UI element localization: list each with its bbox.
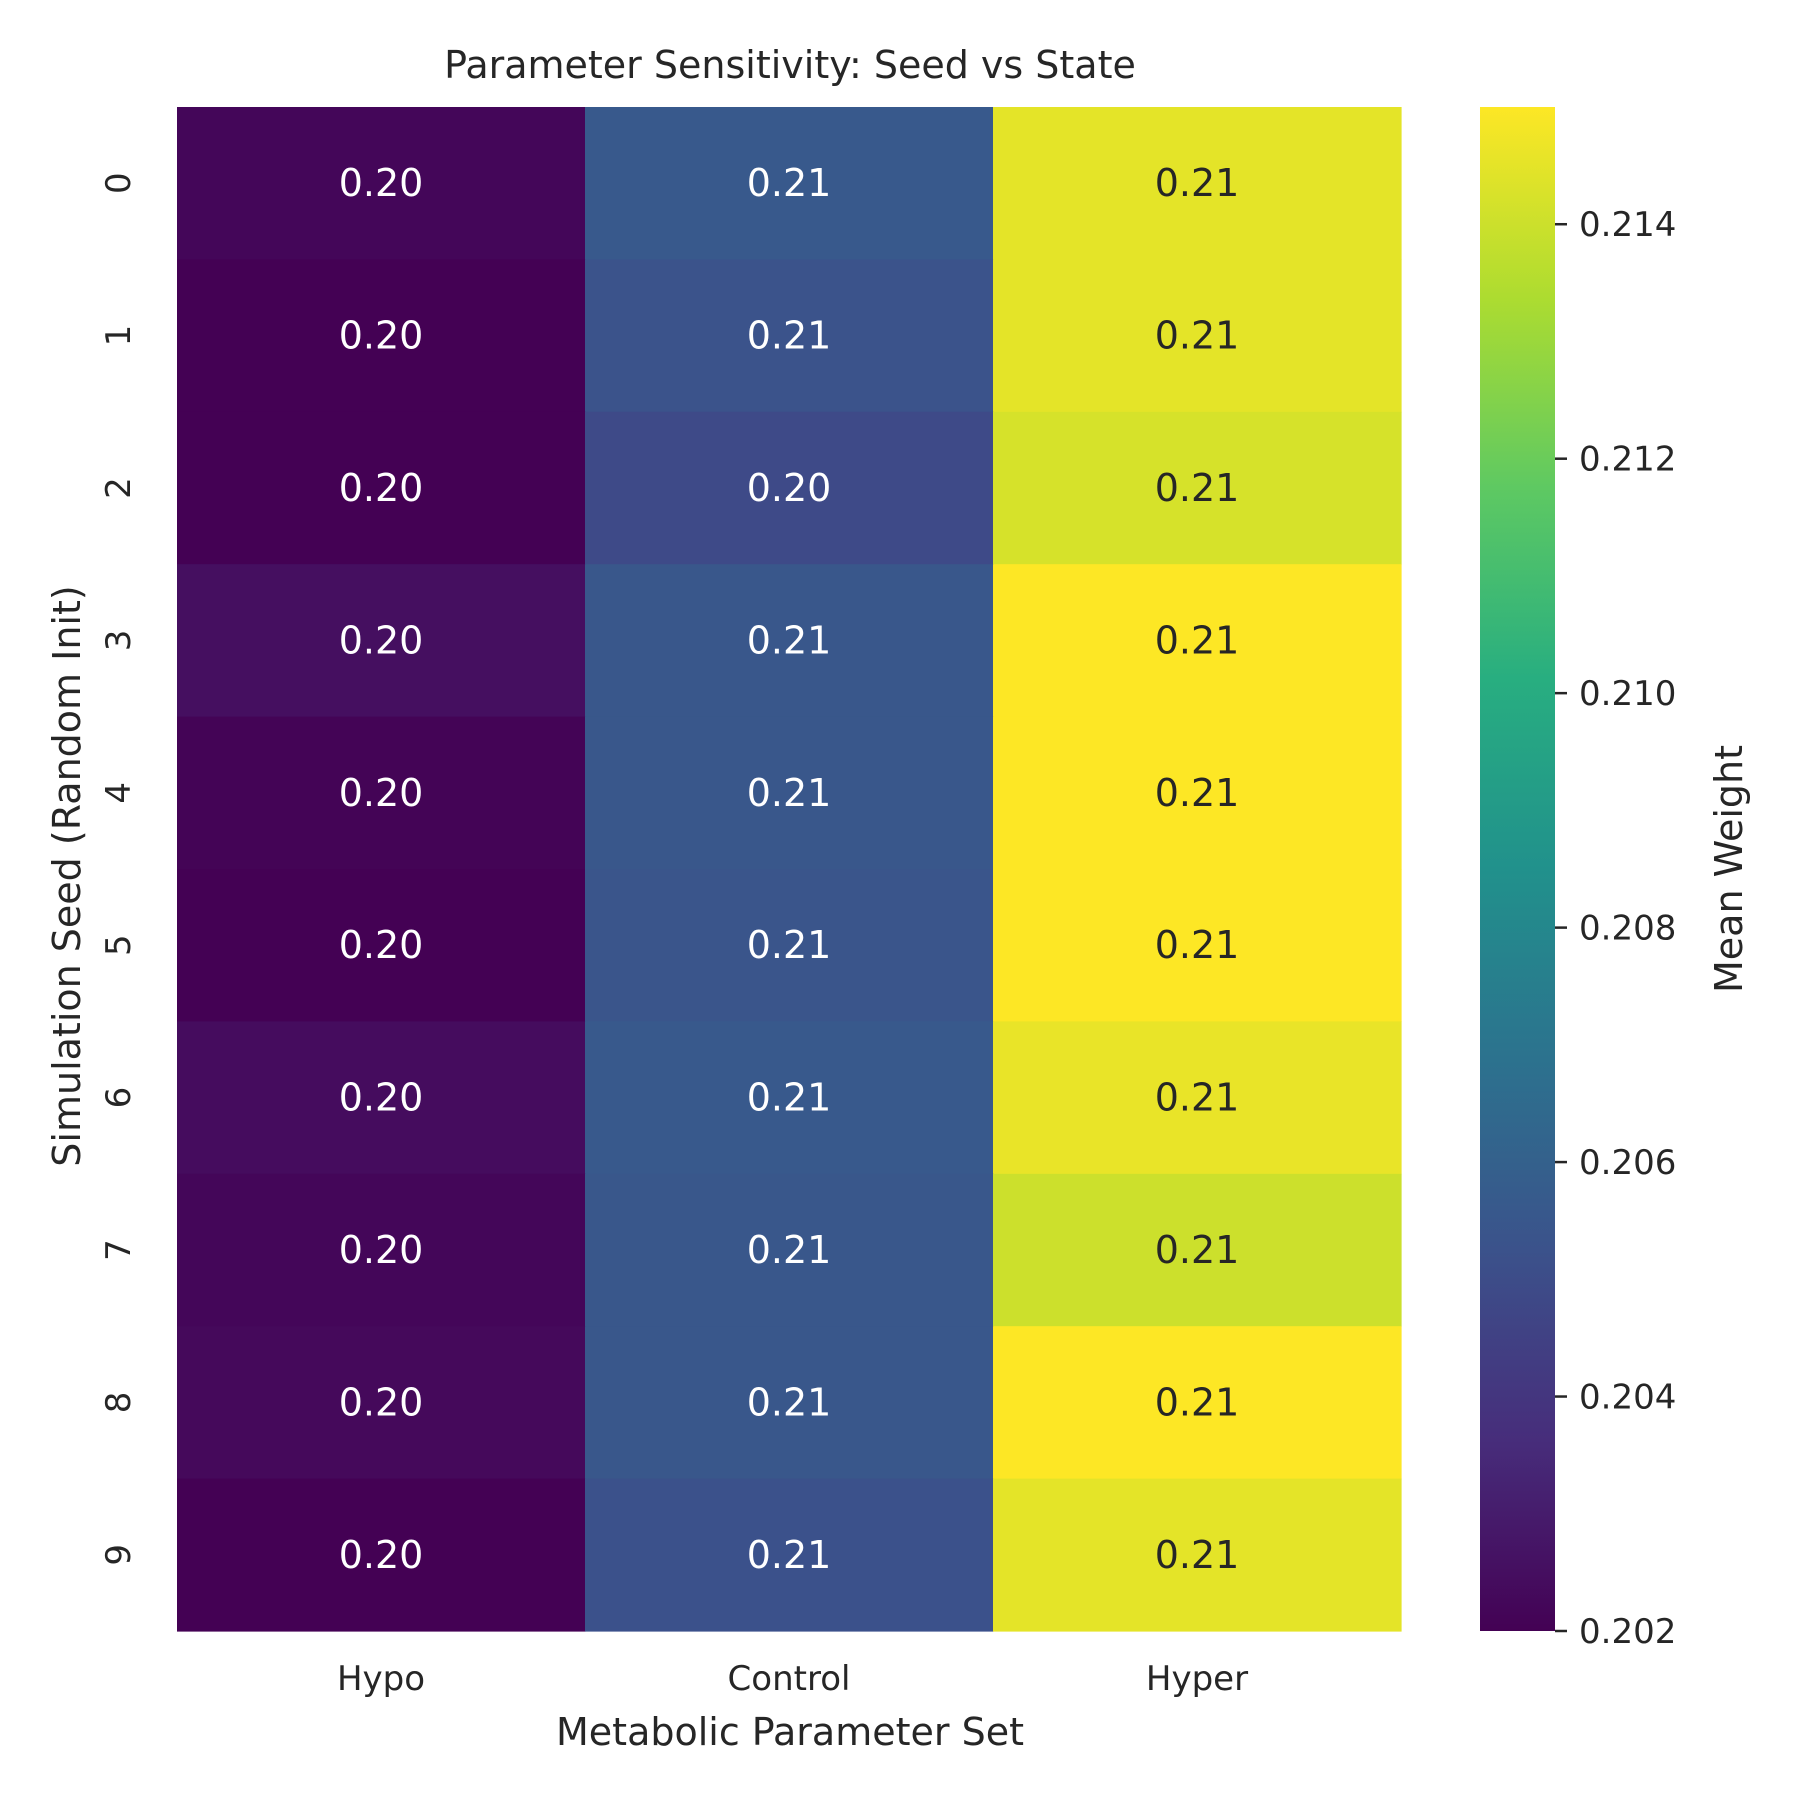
y-tick-label: 7: [99, 1239, 139, 1261]
y-tick-labels: 0 1 2 3 4 5 6 7 8 9: [99, 172, 139, 1565]
heatmap-cell: [177, 411, 586, 565]
cell-annotation: 0.21: [747, 161, 832, 205]
cell-annotation: 0.21: [1155, 771, 1240, 815]
y-axis-label: Simulation Seed (Random Init): [45, 585, 89, 1166]
heatmap-cell: [993, 1326, 1402, 1480]
colorbar-tick-label: 0.208: [1579, 909, 1676, 949]
heatmap-cell: [585, 411, 994, 565]
heatmap-cell: [177, 716, 586, 870]
heatmap-cell: [993, 107, 1402, 260]
heatmap-cell: [177, 564, 586, 718]
heatmap-cell: [585, 1326, 994, 1480]
cell-annotation: 0.21: [747, 314, 832, 358]
cell-annotation: 0.20: [339, 314, 424, 358]
colorbar-label: Mean Weight: [1707, 745, 1751, 993]
cell-annotations: 0.20 0.21 0.21 0.20 0.21 0.21 0.20 0.20 0.21 0.20…: [339, 161, 1240, 1577]
y-tick-label: 2: [99, 477, 139, 499]
y-tick-label: 5: [99, 934, 139, 956]
colorbar-ticks: 0.202 0.204 0.206 0.208 0.210 0.212 0.214: [1555, 205, 1676, 1652]
heatmap-cell: [585, 1478, 994, 1632]
heatmap-cell: [177, 107, 586, 260]
colorbar-tick-label: 0.206: [1579, 1143, 1676, 1183]
cell-annotation: 0.20: [339, 1533, 424, 1577]
cell-annotation: 0.21: [1155, 923, 1240, 967]
y-tick-label: 4: [99, 782, 139, 804]
cell-annotation: 0.21: [747, 771, 832, 815]
cell-annotation: 0.20: [339, 161, 424, 205]
cell-annotation: 0.20: [747, 466, 832, 510]
heatmap-cell: [993, 564, 1402, 718]
heatmap-cell: [993, 1478, 1402, 1632]
cell-annotation: 0.20: [339, 618, 424, 662]
y-tick-label: 6: [99, 1087, 139, 1109]
cell-annotation: 0.21: [747, 923, 832, 967]
y-tick-label: 3: [99, 630, 139, 652]
heatmap-cell: [993, 1021, 1402, 1175]
colorbar-tick-label: 0.204: [1579, 1378, 1676, 1418]
cell-annotation: 0.20: [339, 1228, 424, 1272]
cell-annotation: 0.21: [1155, 466, 1240, 510]
cell-annotation: 0.21: [1155, 1533, 1240, 1577]
y-tick-label: 8: [99, 1392, 139, 1414]
heatmap-cell: [585, 716, 994, 870]
heatmap-cell: [177, 1021, 586, 1175]
colorbar-tick-label: 0.212: [1579, 440, 1676, 480]
heatmap-cells: [177, 107, 1402, 1632]
heatmap-cell: [177, 1326, 586, 1480]
x-tick-labels: Hypo Control Hyper: [337, 1659, 1248, 1699]
y-tick-label: 0: [99, 172, 139, 194]
cell-annotation: 0.20: [339, 466, 424, 510]
cell-annotation: 0.20: [339, 1076, 424, 1120]
cell-annotation: 0.21: [747, 1533, 832, 1577]
heatmap-cell: [993, 869, 1402, 1022]
cell-annotation: 0.21: [747, 1380, 832, 1424]
chart-title: Parameter Sensitivity: Seed vs State: [444, 43, 1136, 87]
cell-annotation: 0.21: [1155, 314, 1240, 358]
heatmap-cell: [585, 564, 994, 718]
y-tick-label: 9: [99, 1544, 139, 1566]
heatmap-cell: [585, 1021, 994, 1175]
cell-annotation: 0.21: [1155, 1228, 1240, 1272]
cell-annotation: 0.21: [1155, 1380, 1240, 1424]
heatmap-cell: [585, 259, 994, 413]
x-tick-label: Hyper: [1146, 1659, 1248, 1699]
x-tick-label: Control: [728, 1659, 851, 1699]
cell-annotation: 0.20: [339, 1380, 424, 1424]
heatmap-cell: [585, 107, 994, 260]
cell-annotation: 0.21: [1155, 161, 1240, 205]
heatmap-cell: [993, 1173, 1402, 1327]
heatmap-cell: [177, 259, 586, 413]
heatmap-cell: [993, 259, 1402, 413]
x-axis-label: Metabolic Parameter Set: [556, 1710, 1024, 1754]
colorbar-tick-label: 0.210: [1579, 674, 1676, 714]
cell-annotation: 0.21: [1155, 1076, 1240, 1120]
colorbar-tick-label: 0.214: [1579, 205, 1676, 245]
cell-annotation: 0.21: [747, 1076, 832, 1120]
heatmap-cell: [993, 716, 1402, 870]
heatmap-cell: [177, 869, 586, 1022]
cell-annotation: 0.21: [1155, 618, 1240, 662]
heatmap-cell: [177, 1478, 586, 1632]
heatmap-cell: [993, 411, 1402, 565]
cell-annotation: 0.21: [747, 1228, 832, 1272]
colorbar: [1480, 107, 1555, 1631]
cell-annotation: 0.21: [747, 618, 832, 662]
heatmap-cell: [585, 869, 994, 1022]
x-tick-label: Hypo: [337, 1659, 425, 1699]
y-tick-label: 1: [99, 325, 139, 347]
colorbar-tick-label: 0.202: [1579, 1612, 1676, 1652]
heatmap-cell: [585, 1173, 994, 1327]
cell-annotation: 0.20: [339, 771, 424, 815]
cell-annotation: 0.20: [339, 923, 424, 967]
heatmap-cell: [177, 1173, 586, 1327]
